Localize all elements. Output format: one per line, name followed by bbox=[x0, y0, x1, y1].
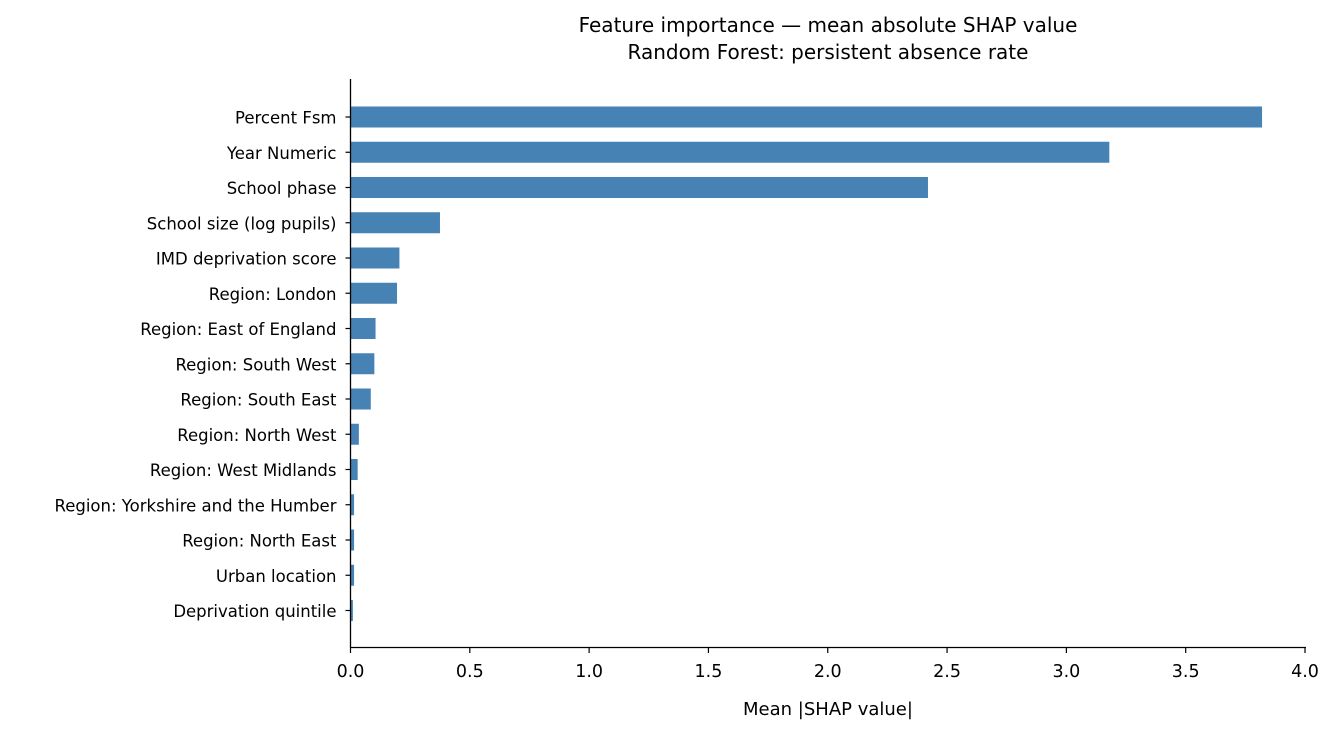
y-tick-label: Urban location bbox=[216, 567, 337, 586]
y-tick-label: Year Numeric bbox=[226, 144, 337, 163]
y-tick-label: Region: London bbox=[209, 285, 337, 304]
y-tick-label: School phase bbox=[227, 179, 337, 198]
y-tick-label: Region: East of England bbox=[140, 320, 336, 339]
y-tick-label: Region: North West bbox=[177, 426, 337, 445]
bar bbox=[350, 318, 376, 339]
x-tick-label: 1.0 bbox=[575, 662, 603, 682]
x-tick-label: 2.0 bbox=[814, 662, 842, 682]
x-tick-label: 2.5 bbox=[933, 662, 961, 682]
bar bbox=[350, 564, 355, 586]
bar bbox=[350, 106, 1263, 128]
bar bbox=[350, 529, 355, 551]
y-tick-label: Region: Yorkshire and the Humber bbox=[54, 496, 336, 515]
bar bbox=[350, 600, 353, 621]
bar bbox=[350, 423, 359, 445]
y-tick-label: IMD deprivation score bbox=[156, 250, 337, 269]
x-axis-label: Mean |SHAP value| bbox=[743, 699, 913, 720]
x-tick-label: 3.5 bbox=[1172, 662, 1200, 682]
y-tick-labels: Percent Fsm Year Numeric School phase Schoo… bbox=[54, 109, 351, 621]
chart-title: Feature importance — mean absolute SHAP … bbox=[579, 13, 1078, 37]
y-tick-label: Region: South East bbox=[180, 391, 337, 410]
x-tick-label: 4.0 bbox=[1291, 662, 1319, 682]
x-tick-label: 0.0 bbox=[337, 662, 365, 682]
y-tick-label: Region: West Midlands bbox=[150, 461, 337, 480]
bars-group bbox=[350, 106, 1263, 621]
chart-subtitle: Random Forest: persistent absence rate bbox=[628, 40, 1029, 64]
bar bbox=[350, 459, 358, 480]
x-tick-label: 1.5 bbox=[695, 662, 723, 682]
bar bbox=[350, 282, 398, 304]
x-tick-label: 3.0 bbox=[1052, 662, 1080, 682]
bar bbox=[350, 212, 440, 234]
x-axis-ticks: 0.0 0.5 1.0 1.5 2.0 2.5 3.0 3.5 4.0 bbox=[337, 648, 1319, 682]
bar bbox=[350, 388, 371, 410]
y-tick-label: Region: South West bbox=[175, 355, 337, 374]
y-tick-label: Percent Fsm bbox=[235, 109, 337, 128]
bar bbox=[350, 494, 355, 516]
y-tick-label: School size (log pupils) bbox=[147, 214, 337, 233]
y-tick-label: Deprivation quintile bbox=[173, 602, 336, 621]
bar bbox=[350, 141, 1110, 163]
bar bbox=[350, 177, 928, 198]
bar bbox=[350, 353, 375, 375]
x-tick-label: 0.5 bbox=[456, 662, 484, 682]
y-tick-label: Region: North East bbox=[182, 532, 337, 551]
bar bbox=[350, 247, 400, 269]
